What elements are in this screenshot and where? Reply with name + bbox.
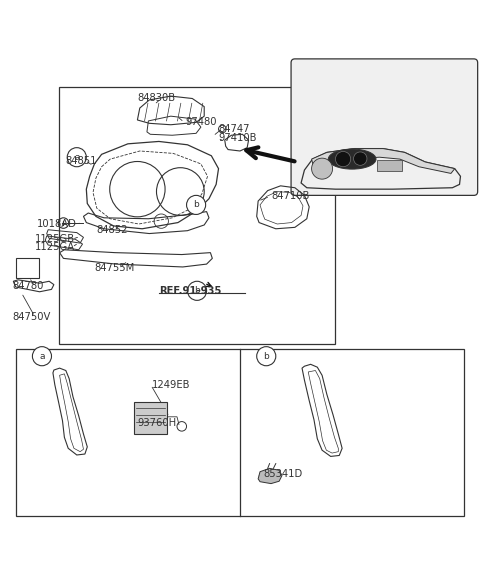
Circle shape — [336, 152, 351, 166]
Circle shape — [257, 347, 276, 366]
Text: REF.91-935: REF.91-935 — [159, 286, 221, 296]
Text: 84851: 84851 — [66, 156, 97, 165]
Circle shape — [312, 158, 333, 179]
Text: 84852: 84852 — [97, 225, 128, 235]
Text: a: a — [39, 352, 45, 360]
Polygon shape — [258, 468, 282, 484]
Text: 97410B: 97410B — [218, 133, 257, 143]
Text: 97480: 97480 — [185, 117, 216, 127]
Text: 1125GA: 1125GA — [35, 242, 75, 253]
Bar — [59, 87, 336, 344]
Text: 84710B: 84710B — [271, 191, 310, 201]
Text: 85341D: 85341D — [263, 469, 302, 479]
Text: 1125GB: 1125GB — [35, 234, 75, 245]
Circle shape — [33, 347, 51, 366]
Polygon shape — [312, 149, 455, 173]
Ellipse shape — [328, 149, 376, 169]
Bar — [16, 349, 464, 516]
Text: b: b — [264, 352, 269, 360]
Circle shape — [188, 281, 206, 300]
Text: 1018AD: 1018AD — [37, 219, 77, 229]
Text: a: a — [74, 153, 80, 162]
Text: b: b — [194, 286, 200, 295]
Text: 1249EB: 1249EB — [152, 380, 190, 390]
Text: 84780: 84780 — [12, 281, 43, 291]
Circle shape — [187, 195, 205, 215]
Circle shape — [67, 148, 86, 166]
FancyBboxPatch shape — [291, 59, 478, 195]
Circle shape — [354, 152, 367, 165]
Text: 84750V: 84750V — [12, 312, 50, 321]
Text: 84755M: 84755M — [95, 263, 135, 273]
Bar — [16, 258, 38, 278]
Text: b: b — [193, 200, 199, 210]
Text: 84747: 84747 — [218, 123, 250, 134]
Bar — [134, 402, 168, 434]
Text: 84830B: 84830B — [137, 94, 176, 103]
Bar — [377, 160, 402, 171]
Text: 93760H: 93760H — [137, 418, 177, 428]
